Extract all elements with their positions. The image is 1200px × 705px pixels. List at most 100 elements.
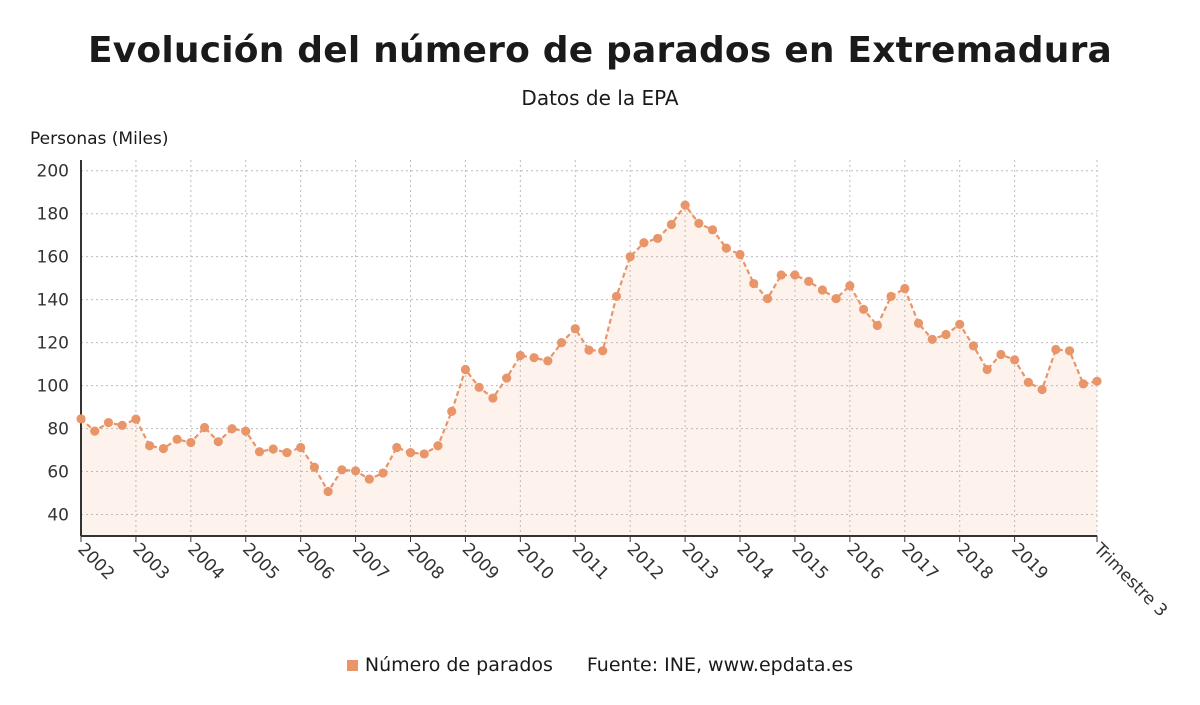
- series-line: [80, 203, 1098, 494]
- data-point: [570, 324, 580, 334]
- data-point: [941, 329, 951, 340]
- data-point: [955, 319, 965, 329]
- data-point: [804, 276, 814, 286]
- data-point: [996, 349, 1006, 360]
- data-point: [447, 406, 457, 416]
- data-point: [1010, 355, 1020, 365]
- data-point: [707, 225, 718, 235]
- x-tick-label: 2009: [458, 539, 503, 584]
- y-tick-label: 160: [37, 248, 69, 268]
- data-point: [1037, 384, 1047, 395]
- data-point: [598, 346, 608, 356]
- x-tick-label: 2013: [678, 539, 723, 584]
- data-point: [419, 449, 429, 459]
- x-tick-label: 2007: [348, 539, 393, 584]
- x-tick-label: 2006: [293, 539, 338, 584]
- y-tick-label: 80: [47, 420, 69, 440]
- data-point: [817, 285, 828, 295]
- data-point: [488, 393, 498, 403]
- data-point: [639, 238, 649, 248]
- data-point: [831, 293, 841, 304]
- data-point: [1051, 344, 1061, 355]
- data-point: [543, 356, 553, 366]
- data-point: [405, 448, 416, 458]
- x-tick-label: 2003: [128, 539, 173, 584]
- chart-subtitle: Datos de la EPA: [521, 86, 679, 110]
- y-tick-label: 140: [37, 291, 69, 311]
- data-point: [556, 338, 567, 348]
- x-tick-label: 2019: [1007, 539, 1052, 584]
- legend: Número de parados Fuente: INE, www.epdat…: [0, 654, 1200, 676]
- data-point: [76, 414, 86, 424]
- y-tick-label: 60: [47, 463, 69, 483]
- series-area: [81, 205, 1097, 536]
- data-point: [584, 345, 594, 355]
- x-tick-label: 2004: [183, 539, 228, 584]
- y-axis-label: Personas (Miles): [30, 129, 169, 149]
- data-point: [1078, 379, 1088, 389]
- data-point: [227, 424, 237, 434]
- x-tick-label: 2012: [623, 539, 668, 584]
- y-tick-label: 180: [37, 205, 69, 225]
- data-point: [117, 420, 127, 430]
- x-tick-label: 2018: [952, 539, 997, 584]
- x-tick-label: 2016: [842, 539, 887, 584]
- data-point: [680, 200, 690, 210]
- data-point: [845, 281, 855, 291]
- x-tick-label: 2015: [787, 539, 832, 584]
- x-tick-label: 2010: [513, 539, 558, 584]
- data-point: [90, 426, 100, 436]
- data-point: [502, 373, 512, 383]
- legend-source: Fuente: INE, www.epdata.es: [586, 654, 854, 676]
- data-point: [186, 437, 196, 448]
- data-point: [254, 447, 265, 457]
- data-point: [474, 382, 484, 392]
- data-point: [268, 444, 278, 454]
- data-point: [131, 414, 141, 424]
- x-tick-label: 2002: [73, 539, 118, 584]
- data-point: [913, 318, 924, 328]
- data-point: [858, 304, 869, 314]
- legend-series-label: Número de parados: [364, 654, 553, 676]
- x-tick-label: 2011: [568, 539, 613, 584]
- data-point: [611, 291, 622, 302]
- data-point: [1023, 377, 1033, 387]
- x-tick-label: 2017: [897, 539, 942, 584]
- data-point: [282, 448, 292, 458]
- data-point: [1064, 346, 1075, 356]
- data-point: [309, 462, 320, 472]
- data-point: [749, 278, 759, 289]
- data-point: [653, 233, 663, 244]
- data-point: [968, 341, 979, 351]
- x-tick-label: Trimestre 3: [1089, 539, 1171, 621]
- chart-title: Evolución del número de parados en Extre…: [87, 30, 1113, 71]
- data-point: [872, 320, 882, 331]
- x-tick-label: 2014: [732, 539, 777, 584]
- data-point: [625, 252, 635, 262]
- data-point: [364, 474, 374, 484]
- data-point: [350, 466, 361, 476]
- data-point: [392, 442, 402, 453]
- data-point: [666, 219, 676, 230]
- data-point: [900, 283, 910, 294]
- y-tick-label: 100: [37, 377, 69, 397]
- data-point: [762, 293, 773, 304]
- x-tick-label: 2008: [403, 539, 448, 584]
- data-point: [378, 468, 388, 478]
- data-point: [199, 422, 210, 433]
- data-point: [323, 486, 333, 497]
- y-tick-label: 200: [37, 162, 69, 182]
- x-tick-label: 2005: [238, 539, 283, 584]
- data-point: [460, 364, 471, 375]
- data-point: [529, 353, 539, 363]
- data-point: [735, 249, 745, 260]
- data-point: [145, 441, 155, 451]
- legend-swatch: [346, 659, 358, 671]
- data-point: [433, 441, 443, 451]
- data-point: [296, 442, 306, 453]
- data-point: [213, 437, 223, 447]
- data-point: [241, 426, 251, 436]
- data-point: [982, 364, 992, 375]
- data-point: [1092, 376, 1102, 386]
